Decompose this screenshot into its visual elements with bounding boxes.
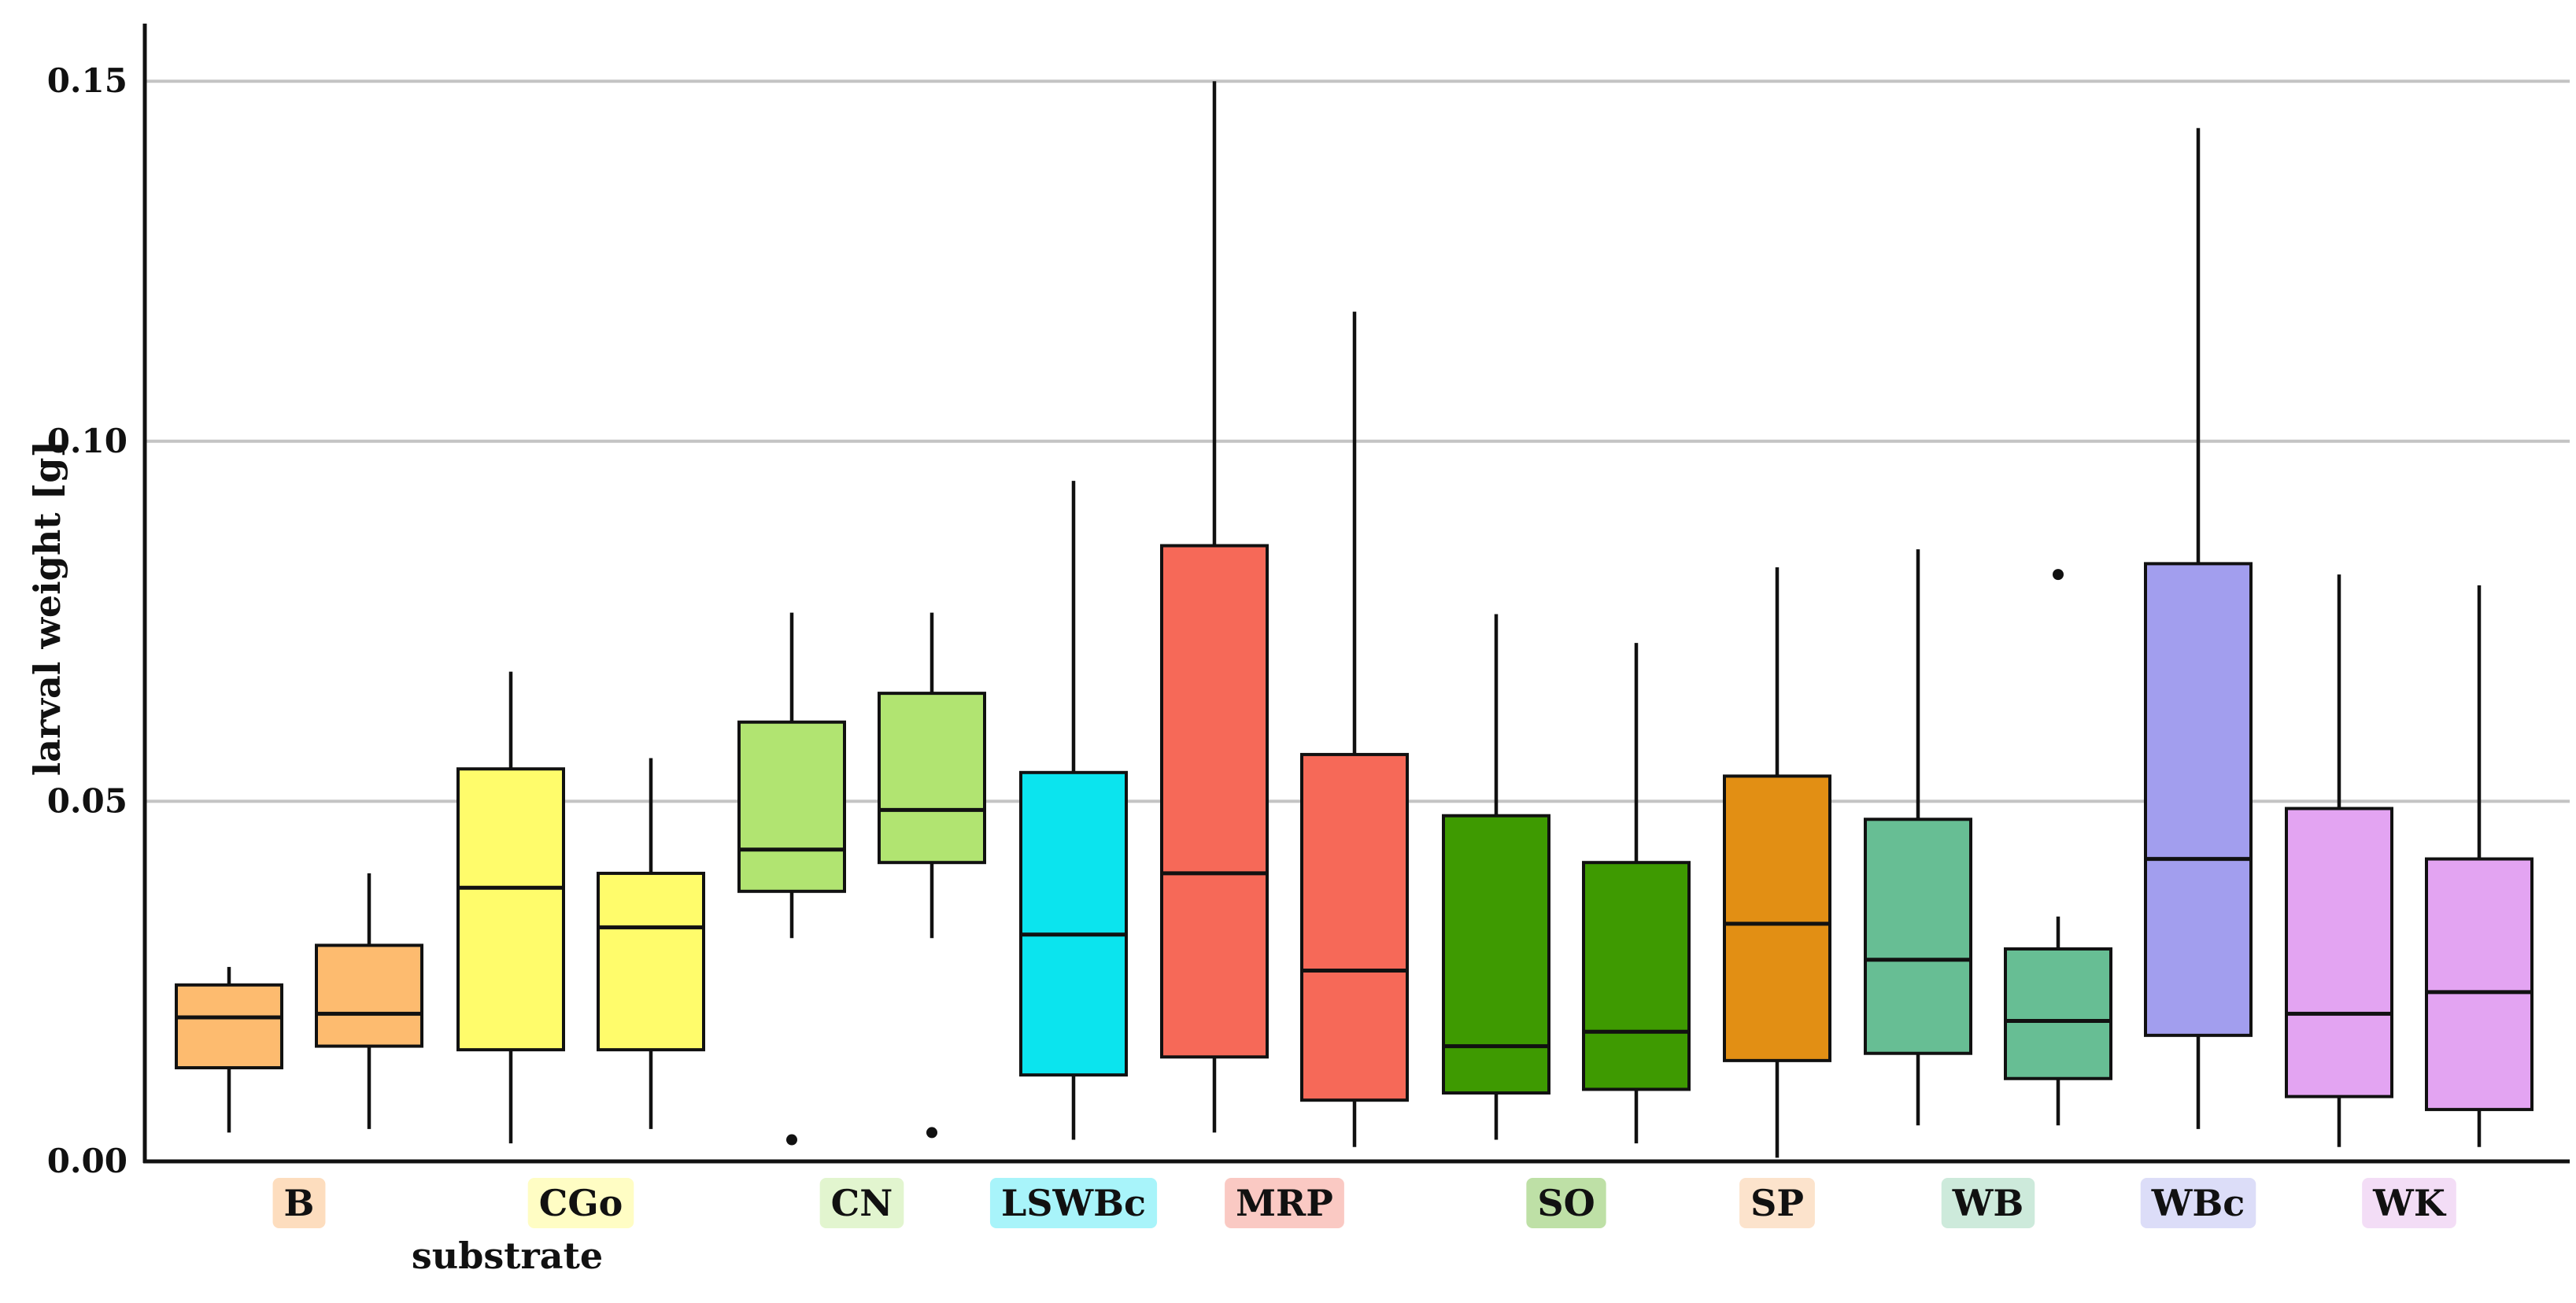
box-WB-13	[2004, 569, 2112, 1126]
category-MRP: MRP	[1225, 1178, 1344, 1228]
outlier-point	[786, 1134, 797, 1146]
box-LSWBc-6	[1019, 481, 1128, 1140]
box-body	[1019, 770, 1128, 1077]
category-label-bg	[527, 1178, 634, 1228]
box-body	[1723, 774, 1831, 1062]
x-axis-title: substrate	[412, 1235, 603, 1277]
category-label-bg	[1941, 1178, 2035, 1228]
box-CGo-3	[597, 758, 705, 1129]
box-body	[2285, 807, 2393, 1098]
box-WK-15	[2285, 574, 2393, 1147]
outlier-point	[2053, 569, 2064, 581]
box-body	[1160, 544, 1269, 1059]
category-label-bg	[819, 1178, 904, 1228]
x-category-labels: B CGo CN LSWBc MRP SO SP WB WBc WK	[272, 1178, 2456, 1228]
box-CN-4	[737, 612, 846, 1146]
box-body	[315, 943, 423, 1048]
category-label-bg	[1225, 1178, 1344, 1228]
category-label: SP	[1750, 1182, 1804, 1224]
box-body	[2425, 857, 2533, 1112]
box-SO-10	[1582, 643, 1691, 1144]
category-label-bg	[989, 1178, 1158, 1228]
category-label-bg	[2140, 1178, 2256, 1228]
y-tick-label: 0.00	[47, 1142, 128, 1180]
category-label: CN	[831, 1182, 893, 1224]
box-body	[1442, 814, 1550, 1095]
box-MRP-8	[1300, 312, 1409, 1147]
category-label: SO	[1537, 1182, 1595, 1224]
y-tick-label: 0.10	[47, 422, 128, 460]
category-label-bg	[2362, 1178, 2456, 1228]
category-LSWBc: LSWBc	[989, 1178, 1158, 1228]
box-body	[1864, 818, 1972, 1055]
box-body	[175, 983, 283, 1070]
category-WB: WB	[1941, 1178, 2035, 1228]
category-label-bg	[1739, 1178, 1815, 1228]
axis-layer	[142, 24, 2570, 1164]
box-CN-5	[878, 612, 986, 1139]
box-WBc-14	[2144, 127, 2253, 1129]
y-tick-label: 0.15	[47, 61, 128, 100]
outlier-point	[926, 1127, 937, 1139]
category-label: CGo	[539, 1182, 623, 1224]
category-label: B	[284, 1182, 315, 1224]
box-body	[2004, 947, 2112, 1080]
category-CN: CN	[819, 1178, 904, 1228]
category-CGo: CGo	[527, 1178, 634, 1228]
category-label-bg	[1526, 1178, 1606, 1228]
category-WBc: WBc	[2140, 1178, 2256, 1228]
box-B-0	[175, 966, 283, 1133]
category-label: LSWBc	[1001, 1182, 1146, 1224]
box-SP-11	[1723, 567, 1831, 1158]
box-layer	[175, 81, 2533, 1158]
box-MRP-7	[1160, 81, 1269, 1133]
category-label: WK	[2372, 1182, 2447, 1224]
box-body	[1582, 861, 1691, 1091]
category-SP: SP	[1739, 1178, 1815, 1228]
category-label: WB	[1952, 1182, 2024, 1224]
category-B: B	[272, 1178, 326, 1228]
box-body	[456, 767, 565, 1052]
category-label: MRP	[1236, 1182, 1333, 1224]
y-tick-labels: 0.00 0.05 0.10 0.15	[47, 61, 128, 1180]
box-body	[2144, 562, 2253, 1037]
box-WB-12	[1864, 549, 1972, 1126]
box-body	[597, 871, 705, 1052]
y-axis-title: larval weight [g]	[26, 441, 68, 776]
box-B-1	[315, 873, 423, 1129]
category-SO: SO	[1526, 1178, 1606, 1228]
y-tick-label: 0.05	[47, 781, 128, 820]
box-CGo-2	[456, 671, 565, 1144]
category-WK: WK	[2362, 1178, 2456, 1228]
category-label: WBc	[2151, 1182, 2245, 1224]
box-body	[878, 692, 986, 865]
box-WK-16	[2425, 585, 2533, 1147]
box-body	[737, 720, 846, 893]
box-body	[1300, 752, 1409, 1102]
box-SO-9	[1442, 614, 1550, 1140]
category-label-bg	[272, 1178, 326, 1228]
